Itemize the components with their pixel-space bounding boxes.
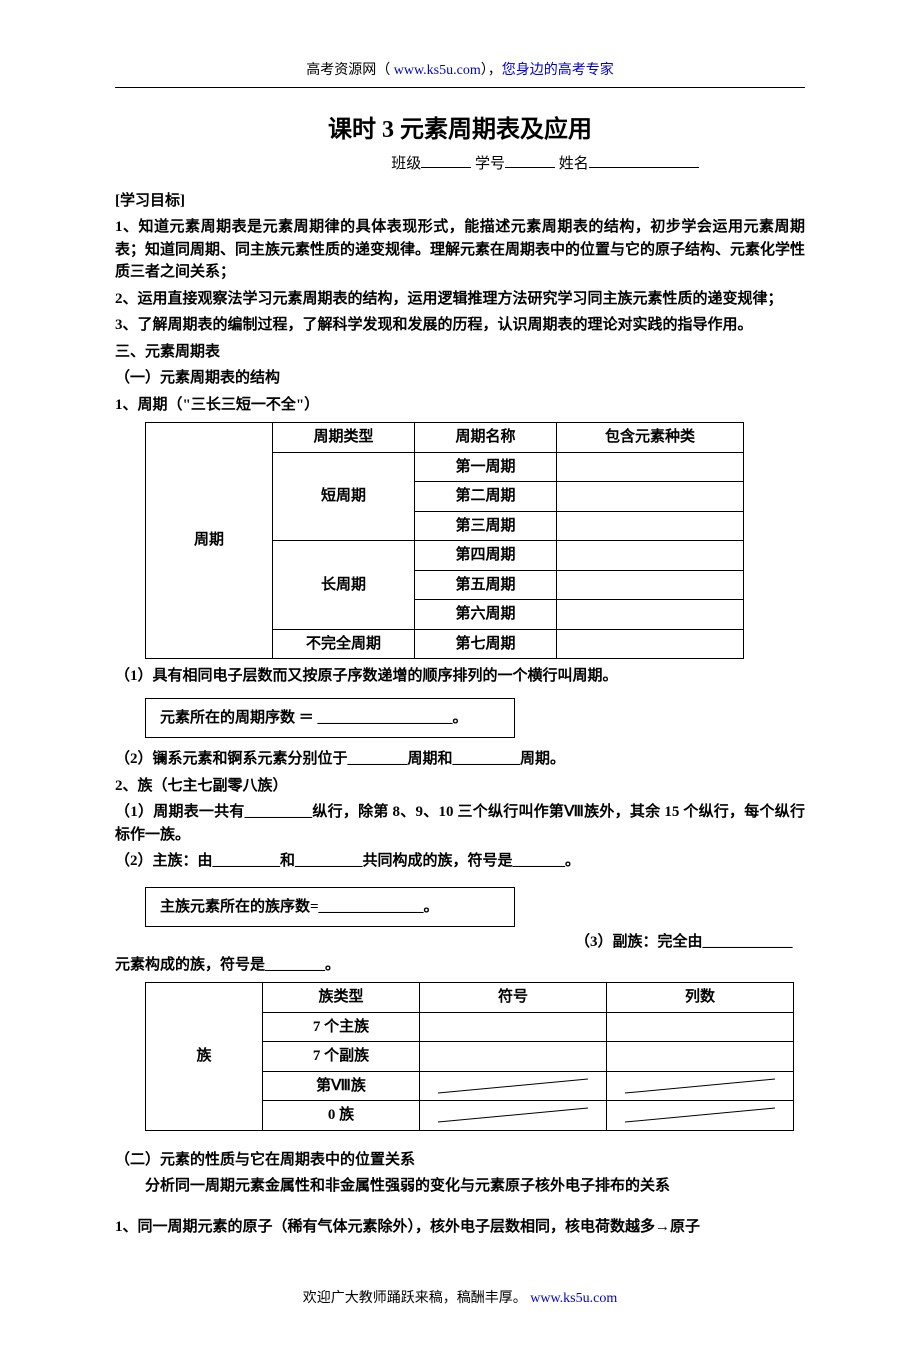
period-count-cell[interactable] [557, 482, 744, 512]
period-name-cell: 第三周期 [415, 511, 557, 541]
name-label: 姓名 [559, 156, 589, 172]
note-1-2: （2）镧系元素和锕系元素分别位于________周期和_________周期。 [115, 748, 805, 771]
group-type-cell: 第Ⅷ族 [263, 1071, 420, 1101]
slash-icon [428, 1075, 598, 1097]
goals-heading: [学习目标] [115, 190, 805, 213]
group-count-cell[interactable] [607, 1071, 794, 1101]
header-site-url[interactable]: www.ks5u.com [394, 63, 481, 78]
group-row-label: 族 [146, 983, 263, 1131]
group-type-cell: 7 个副族 [263, 1042, 420, 1072]
group-type-cell: 7 个主族 [263, 1012, 420, 1042]
group-table: 族 族类型 符号 列数 7 个主族 7 个副族 第Ⅷ族 0 族 [145, 982, 794, 1131]
group-col-type: 族类型 [263, 983, 420, 1013]
period-count-cell[interactable] [557, 570, 744, 600]
id-blank[interactable] [505, 152, 555, 168]
group-type-cell: 0 族 [263, 1101, 420, 1131]
group-count-cell[interactable] [607, 1012, 794, 1042]
period-col-name: 周期名称 [415, 423, 557, 453]
long-period-label: 长周期 [273, 541, 415, 630]
note-2-2: （2）主族：由_________和_________共同构成的族，符号是____… [115, 850, 805, 873]
slash-icon [615, 1075, 785, 1097]
note-2-3-tail: 元素构成的族，符号是________。 [115, 954, 805, 977]
period-count-cell[interactable] [557, 452, 744, 482]
header-paren-close: ）， [481, 63, 502, 78]
header-site-label: 高考资源网 [306, 63, 376, 78]
section-3-1-1-heading: 1、周期（"三长三短一不全"） [115, 394, 805, 417]
period-name-cell: 第六周期 [415, 600, 557, 630]
group-count-cell[interactable] [607, 1101, 794, 1131]
page-title: 课时 3 元素周期表及应用 [115, 112, 805, 148]
document-page: 高考资源网（ www.ks5u.com），您身边的高考专家 课时 3 元素周期表… [0, 0, 920, 1349]
page-footer: 欢迎广大教师踊跃来稿，稿酬丰厚。 www.ks5u.com [115, 1288, 805, 1309]
student-info-line: 班级 学号 姓名 [115, 152, 805, 176]
period-table: 周期 周期类型 周期名称 包含元素种类 短周期 第一周期 第二周期 第三周期 长… [145, 422, 744, 659]
section-3-heading: 三、元素周期表 [115, 341, 805, 364]
table-row: 族 族类型 符号 列数 [146, 983, 794, 1013]
section-3-2-1: 1、同一周期元素的原子（稀有气体元素除外），核外电子层数相同，核电荷数越多→原子 [115, 1216, 805, 1239]
group-symbol-cell[interactable] [420, 1071, 607, 1101]
formula-box-2: 主族元素所在的族序数=______________。 [145, 887, 515, 928]
period-name-cell: 第五周期 [415, 570, 557, 600]
period-count-cell[interactable] [557, 600, 744, 630]
period-count-cell[interactable] [557, 541, 744, 571]
section-3-2-heading: （二）元素的性质与它在周期表中的位置关系 [115, 1149, 805, 1172]
note-2-1: （1）周期表一共有_________纵行，除第 8、9、10 三个纵行叫作第Ⅷ族… [115, 801, 805, 846]
section-3-1-heading: （一）元素周期表的结构 [115, 367, 805, 390]
footer-text: 欢迎广大教师踊跃来稿，稿酬丰厚。 [303, 1291, 531, 1306]
period-name-cell: 第四周期 [415, 541, 557, 571]
period-col-type: 周期类型 [273, 423, 415, 453]
goal-1: 1、知道元素周期表是元素周期律的具体表现形式，能描述元素周期表的结构，初步学会运… [115, 216, 805, 284]
header-divider [115, 87, 805, 88]
group-count-cell[interactable] [607, 1042, 794, 1072]
group-col-count: 列数 [607, 983, 794, 1013]
group-symbol-cell[interactable] [420, 1101, 607, 1131]
note-2-3-side: （3）副族：完全由____________ [575, 931, 805, 954]
class-label: 班级 [391, 156, 421, 172]
incomplete-period-label: 不完全周期 [273, 629, 415, 659]
name-blank[interactable] [589, 152, 699, 168]
id-label: 学号 [475, 156, 505, 172]
period-name-cell: 第二周期 [415, 482, 557, 512]
class-blank[interactable] [421, 152, 471, 168]
period-name-cell: 第一周期 [415, 452, 557, 482]
page-header: 高考资源网（ www.ks5u.com），您身边的高考专家 [115, 60, 805, 81]
section-3-1-2-heading: 2、族（七主七副零八族） [115, 775, 805, 798]
slash-icon [615, 1104, 785, 1126]
group-symbol-cell[interactable] [420, 1042, 607, 1072]
note-1-1: （1）具有相同电子层数而又按原子序数递增的顺序排列的一个横行叫周期。 [115, 665, 805, 688]
header-paren-open: （ [376, 63, 394, 78]
period-row-label: 周期 [146, 423, 273, 659]
table-row: 周期 周期类型 周期名称 包含元素种类 [146, 423, 744, 453]
period-col-count: 包含元素种类 [557, 423, 744, 453]
goal-3: 3、了解周期表的编制过程，了解科学发现和发展的历程，认识周期表的理论对实践的指导… [115, 314, 805, 337]
section-3-2-desc: 分析同一周期元素金属性和非金属性强弱的变化与元素原子核外电子排布的关系 [115, 1175, 805, 1198]
formula-box-1: 元素所在的周期序数 ＝ __________________。 [145, 698, 515, 739]
header-tagline: 您身边的高考专家 [502, 63, 614, 78]
period-name-cell: 第七周期 [415, 629, 557, 659]
group-col-symbol: 符号 [420, 983, 607, 1013]
short-period-label: 短周期 [273, 452, 415, 541]
slash-icon [428, 1104, 598, 1126]
period-count-cell[interactable] [557, 511, 744, 541]
group-symbol-cell[interactable] [420, 1012, 607, 1042]
period-count-cell[interactable] [557, 629, 744, 659]
goal-2: 2、运用直接观察法学习元素周期表的结构，运用逻辑推理方法研究学习同主族元素性质的… [115, 288, 805, 311]
footer-link[interactable]: www.ks5u.com [530, 1291, 617, 1306]
